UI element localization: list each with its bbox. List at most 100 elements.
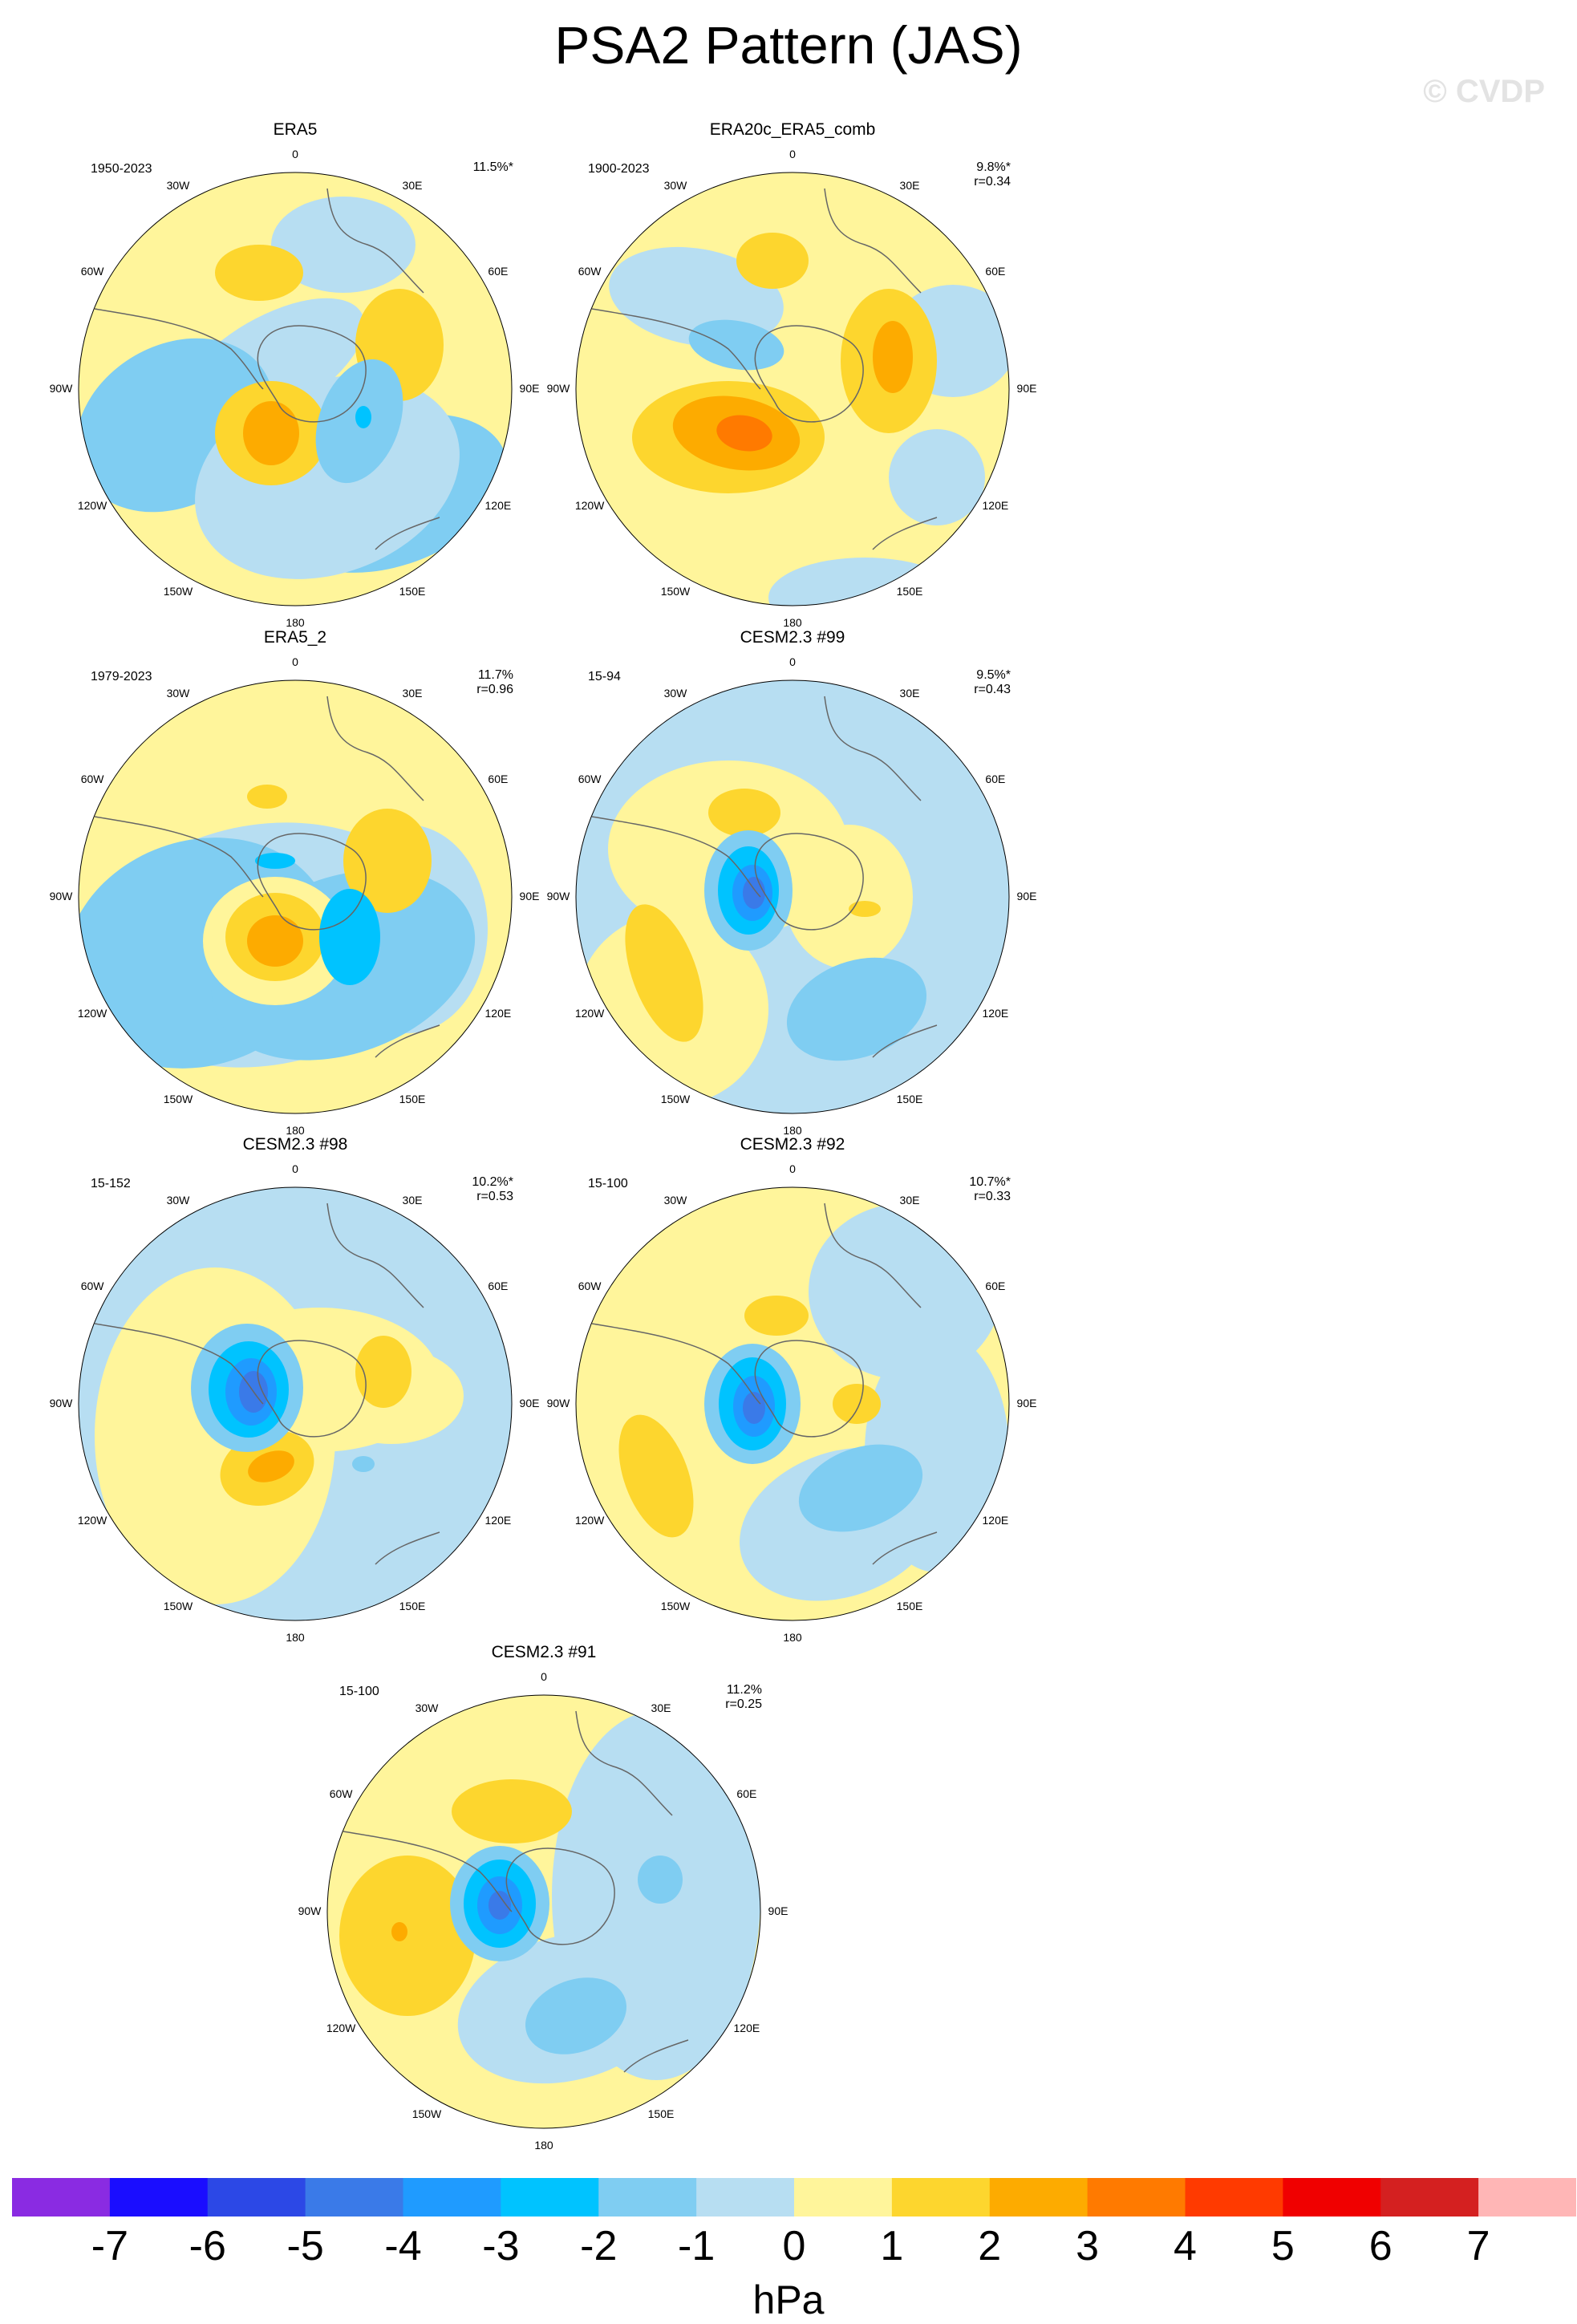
longitude-label: 150W xyxy=(660,1092,691,1105)
figure-title: PSA2 Pattern (JAS) xyxy=(554,15,1023,75)
colorbar-swatch xyxy=(207,2178,306,2217)
colorbar-tick-label: -1 xyxy=(678,2223,716,2269)
coastline xyxy=(824,1203,922,1308)
panel-period: 1950-2023 xyxy=(91,162,152,176)
panel-stats: 10.7%* r=0.33 xyxy=(969,1175,1011,1204)
colorbar-tick-label: -6 xyxy=(189,2223,226,2269)
colorbar-swatch xyxy=(12,2178,111,2217)
anomaly-contour xyxy=(618,1414,694,1538)
polar-map xyxy=(78,172,513,606)
longitude-label: 180 xyxy=(783,616,802,629)
colorbar-tick-label: 4 xyxy=(1174,2223,1197,2269)
longitude-label: 120E xyxy=(484,1007,512,1020)
longitude-label: 150W xyxy=(163,584,193,598)
colorbar-swatch xyxy=(794,2178,893,2217)
longitude-label: 90W xyxy=(546,382,570,395)
variance-percent: 11.7% xyxy=(477,668,513,682)
longitude-label: 120E xyxy=(484,499,512,512)
longitude-label: 90E xyxy=(1016,1397,1037,1409)
longitude-label: 120W xyxy=(77,1007,107,1020)
coastline xyxy=(575,1710,673,1816)
coastline xyxy=(94,1323,264,1405)
longitude-label: 120E xyxy=(982,1514,1009,1527)
anomaly-contour xyxy=(215,245,303,301)
longitude-label: 180 xyxy=(286,1631,305,1644)
anomaly-contour xyxy=(319,889,380,985)
coastline xyxy=(623,2039,689,2073)
anomaly-contour xyxy=(255,853,295,869)
pattern-correlation: r=0.33 xyxy=(974,1190,1011,1203)
anomaly-contour xyxy=(489,1891,511,1920)
longitude-label: 150W xyxy=(660,1599,691,1612)
anomaly-contour xyxy=(525,1977,626,2054)
coastline xyxy=(375,517,440,550)
longitude-label: 60E xyxy=(488,773,509,785)
coastline xyxy=(872,517,938,550)
anomaly-contour xyxy=(247,785,287,809)
pattern-correlation: r=0.25 xyxy=(725,1697,762,1711)
anomaly-contour xyxy=(873,321,913,393)
colorbar-tick-label: -5 xyxy=(286,2223,324,2269)
anomaly-contour xyxy=(352,1456,375,1472)
coastline xyxy=(257,325,367,423)
longitude-label: 60E xyxy=(488,265,509,278)
longitude-label: 60W xyxy=(578,265,602,278)
polar-map xyxy=(575,172,1010,606)
colorbar-tick-label: 1 xyxy=(880,2223,904,2269)
longitude-label: 0 xyxy=(292,655,298,668)
colorbar-tick-label: 7 xyxy=(1466,2223,1490,2269)
anomaly-contour xyxy=(339,1856,476,2016)
anomaly-contour xyxy=(391,1922,407,1941)
anomaly-contour xyxy=(688,319,784,371)
colorbar-tick-label: 6 xyxy=(1368,2223,1393,2269)
coastline xyxy=(94,816,264,898)
colorbar-swatch xyxy=(989,2178,1088,2217)
colorbar-swatch xyxy=(305,2178,403,2217)
variance-percent: 11.5%* xyxy=(472,160,513,174)
longitude-label: 60E xyxy=(985,1280,1006,1292)
colorbar-swatch xyxy=(891,2178,991,2217)
panel-period: 15-100 xyxy=(588,1177,628,1190)
colorbar-tick-label: -4 xyxy=(384,2223,422,2269)
coastline xyxy=(94,308,264,390)
longitude-label: 60W xyxy=(80,265,104,278)
colorbar-swatch xyxy=(1283,2178,1381,2217)
longitude-label: 0 xyxy=(789,1162,796,1175)
longitude-label: 60W xyxy=(80,773,104,785)
pattern-correlation: r=0.43 xyxy=(974,683,1011,696)
map-boundary xyxy=(575,1186,1010,1621)
panel-title: CESM2.3 #99 xyxy=(740,628,845,647)
coastline xyxy=(591,1323,761,1405)
map-boundary xyxy=(78,1186,513,1621)
coastline xyxy=(343,1831,513,1912)
longitude-label: 30W xyxy=(663,1194,687,1207)
longitude-label: 0 xyxy=(789,655,796,668)
map-panel: CESM2.3 #92 15-100 10.7%* r=0.33 0 30E 60E 90E 1… xyxy=(547,1135,1037,1644)
longitude-label: 150W xyxy=(411,2107,442,2120)
anomaly-contour xyxy=(355,1336,411,1408)
map-panel: CESM2.3 #99 15-94 9.5%* r=0.43 0 30E 60E 90E 120… xyxy=(547,628,1037,1137)
longitude-label: 60E xyxy=(488,1280,509,1292)
variance-percent: 9.5%* xyxy=(976,668,1011,682)
anomaly-contour xyxy=(744,1296,809,1336)
longitude-label: 120E xyxy=(982,1007,1009,1020)
panel-stats: 11.7% r=0.96 xyxy=(476,668,513,697)
anomaly-contour xyxy=(708,789,780,837)
polar-map xyxy=(78,1186,513,1621)
variance-percent: 10.7%* xyxy=(969,1175,1011,1189)
coastline xyxy=(326,696,424,801)
anomaly-contour xyxy=(798,1444,923,1532)
panel-period: 15-100 xyxy=(339,1685,379,1698)
panel-title: ERA5 xyxy=(273,120,318,139)
longitude-label: 120W xyxy=(77,499,107,512)
polar-map xyxy=(575,1186,1010,1621)
panel-stats: 11.2% r=0.25 xyxy=(725,1683,762,1712)
longitude-label: 30E xyxy=(402,687,423,700)
coastline xyxy=(824,696,922,801)
map-boundary xyxy=(78,679,513,1114)
panel-period: 1979-2023 xyxy=(91,670,152,683)
longitude-label: 30W xyxy=(166,687,190,700)
longitude-label: 120W xyxy=(574,1514,605,1527)
longitude-label: 180 xyxy=(534,2139,553,2152)
polar-map xyxy=(78,679,513,1114)
